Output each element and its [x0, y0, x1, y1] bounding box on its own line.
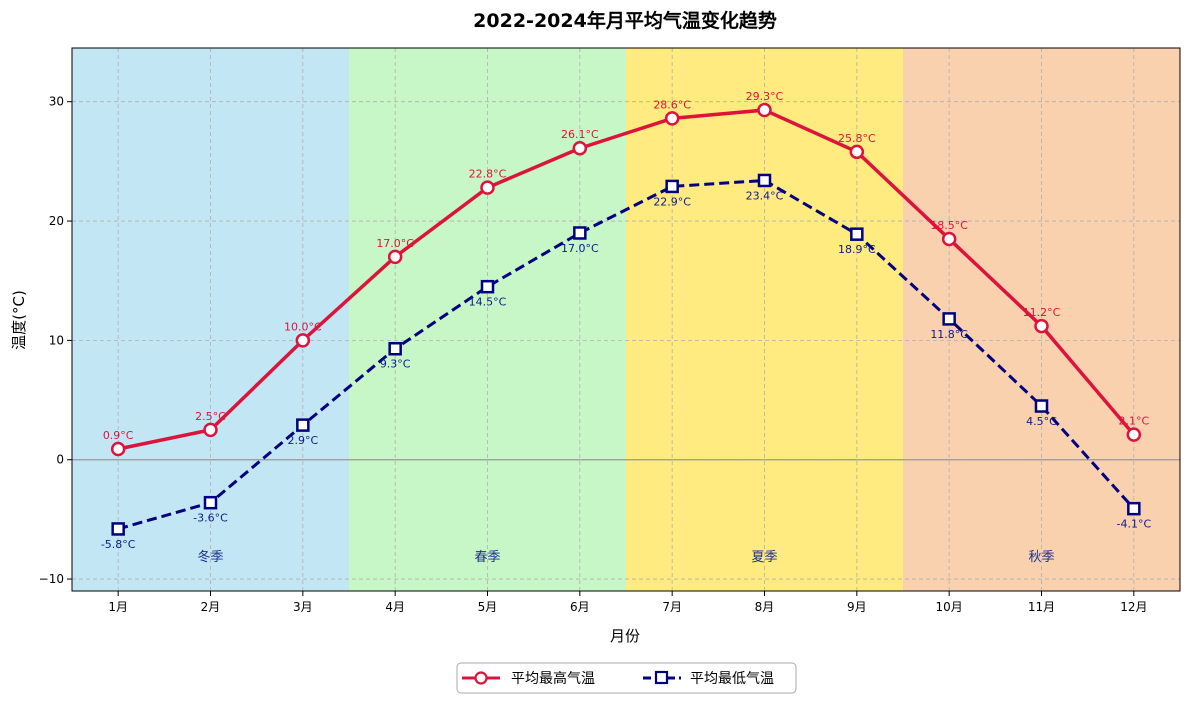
x-tick-label: 11月 — [1028, 600, 1055, 614]
data-point-low — [388, 341, 402, 356]
data-point-low — [573, 226, 587, 240]
data-point-high — [480, 180, 495, 195]
high-value-label: 25.8°C — [838, 132, 876, 145]
data-point-low — [942, 312, 956, 326]
x-axis-ticks: 1月 2月 3月 4月 5月 6月 7月 8月 9月 10月 11月 12月 — [108, 591, 1147, 614]
x-tick-label: 10月 — [936, 600, 963, 614]
low-value-label: 17.0°C — [561, 242, 599, 255]
x-tick-label: 5月 — [478, 600, 498, 614]
data-point-high — [572, 140, 588, 156]
x-tick-label: 4月 — [385, 600, 405, 614]
x-tick-label: 12月 — [1120, 600, 1147, 614]
low-value-label: 23.4°C — [746, 189, 784, 202]
data-point-high — [1034, 318, 1049, 334]
low-value-label: 11.8°C — [930, 328, 968, 341]
season-label-2: 春季 — [474, 550, 500, 565]
low-value-label: 22.9°C — [653, 195, 691, 208]
x-tick-label: 3月 — [293, 600, 313, 614]
data-point-high — [849, 144, 865, 160]
high-value-label: 28.6°C — [653, 98, 691, 111]
data-labels: 0.9°C 2.5°C 10.0°C 17.0°C 22.8°C 26.1°C 28.6°C… — [101, 90, 1152, 551]
high-value-label: 2.5°C — [195, 410, 226, 423]
low-value-label: 4.5°C — [1026, 415, 1057, 428]
season-band-3 — [626, 48, 903, 591]
data-point-high — [295, 333, 311, 348]
high-value-label: 10.0°C — [284, 320, 322, 333]
data-point-low — [111, 522, 125, 536]
data-point-high — [1126, 427, 1142, 442]
season-label-4: 秋季 — [1028, 550, 1054, 565]
high-value-label: 17.0°C — [376, 237, 414, 250]
y-tick-label: 20 — [49, 214, 64, 228]
x-tick-label: 7月 — [662, 600, 682, 614]
high-value-label: 18.5°C — [930, 219, 968, 232]
x-axis-label: 月份 — [610, 627, 640, 645]
data-point-low — [665, 179, 679, 194]
legend-high-label: 平均最高气温 — [511, 670, 595, 687]
legend-low-marker — [654, 670, 669, 685]
season-bands — [72, 48, 1180, 591]
y-tick-label: −10 — [39, 572, 64, 586]
data-point-high — [664, 111, 680, 126]
legend-frame — [456, 662, 797, 694]
plot-frame — [71, 47, 1181, 592]
season-label-1: 冬季 — [197, 549, 223, 565]
data-point-high — [110, 441, 126, 457]
legend-high-marker — [474, 671, 488, 685]
data-point-low — [480, 279, 495, 294]
y-tick-label: 10 — [49, 333, 64, 347]
x-tick-label: 2月 — [201, 600, 221, 614]
high-value-label: 29.3°C — [746, 90, 784, 103]
low-value-label: 18.9°C — [838, 243, 876, 256]
legend: 平均最高气温 平均最低气温 — [456, 662, 797, 694]
data-point-low — [203, 495, 218, 510]
data-point-high — [203, 422, 218, 438]
data-point-low — [850, 227, 864, 241]
y-tick-label: 30 — [49, 95, 64, 109]
y-axis-label: 温度(°C) — [10, 290, 28, 350]
season-labels: 冬季 春季 夏季 秋季 — [197, 549, 1054, 565]
data-point-high — [757, 102, 772, 118]
data-point-low — [296, 418, 310, 432]
low-value-label: -5.8°C — [101, 538, 136, 551]
low-value-label: 2.9°C — [287, 434, 318, 447]
series-line-low — [117, 178, 1135, 531]
x-tick-label: 8月 — [755, 600, 775, 614]
high-value-label: 22.8°C — [469, 168, 507, 181]
legend-low-label: 平均最低气温 — [690, 671, 774, 687]
low-value-label: 9.3°C — [380, 358, 411, 371]
y-axis-ticks: −10 0 10 20 30 — [39, 95, 72, 586]
low-value-label: -4.1°C — [1117, 518, 1152, 531]
data-point-low — [757, 173, 772, 188]
data-point-low — [1127, 501, 1141, 516]
x-tick-label: 1月 — [108, 600, 128, 614]
high-value-label: 26.1°C — [561, 128, 599, 141]
x-tick-label: 6月 — [570, 600, 590, 614]
high-value-label: 0.9°C — [103, 429, 134, 442]
low-value-label: -3.6°C — [193, 512, 228, 525]
y-tick-label: 0 — [56, 453, 64, 467]
low-value-label: 14.5°C — [469, 296, 507, 309]
chart-title: 2022-2024年月平均气温变化趋势 — [473, 9, 777, 32]
season-band-2 — [349, 48, 626, 591]
series-lines — [110, 102, 1142, 536]
data-point-high — [941, 231, 957, 247]
data-point-high — [387, 249, 403, 265]
series-line-high — [117, 108, 1136, 451]
x-tick-label: 9月 — [847, 600, 867, 614]
season-label-3: 夏季 — [751, 550, 777, 565]
high-value-label: 2.1°C — [1118, 415, 1149, 428]
high-value-label: 11.2°C — [1023, 306, 1061, 319]
data-point-low — [1034, 399, 1049, 413]
